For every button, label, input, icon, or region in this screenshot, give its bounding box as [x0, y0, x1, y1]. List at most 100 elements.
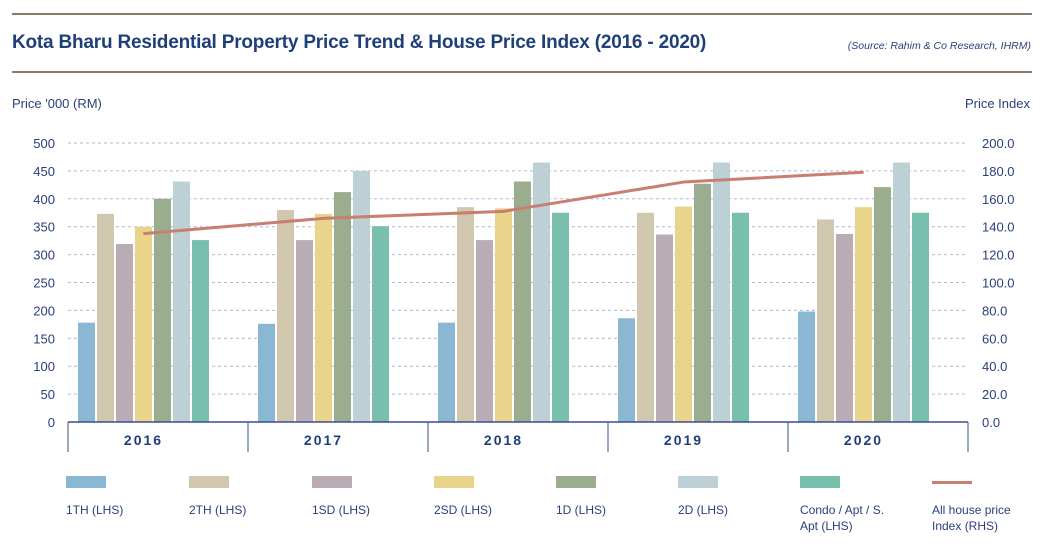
- bar-2019-6: [713, 162, 730, 422]
- top-rule: [12, 13, 1032, 15]
- right-tick-label: 140.0: [982, 220, 1015, 235]
- bar-2019-4: [675, 206, 692, 422]
- left-tick-label: 450: [33, 164, 55, 179]
- legend-item: 2D (LHS): [678, 476, 788, 518]
- left-tick-label: 200: [33, 303, 55, 318]
- legend-label: 2TH (LHS): [189, 503, 247, 517]
- legend-label: All house price Index (RHS): [932, 503, 1011, 533]
- bar-2020-6: [893, 162, 910, 422]
- right-tick-label: 80.0: [982, 303, 1007, 318]
- bar-2020-2: [817, 219, 834, 422]
- chart-canvas: 0 50 100 150 200 250 300 350 400 450 500 0.0 20.0 40…: [12, 96, 1031, 452]
- bar-2018-2: [457, 207, 474, 422]
- bar-2016-5: [154, 198, 171, 422]
- x-tick-label: 2019: [664, 432, 703, 448]
- bar-2019-2: [637, 212, 654, 422]
- bar-2020-1: [798, 311, 815, 422]
- legend-swatch: [678, 476, 718, 488]
- bar-2018-7: [552, 212, 569, 422]
- legend-swatch: [189, 476, 229, 488]
- left-tick-label: 150: [33, 331, 55, 346]
- bars: [78, 162, 929, 422]
- legend-item: Condo / Apt / S. Apt (LHS): [800, 476, 910, 534]
- bar-2016-1: [78, 322, 95, 422]
- index-line: [143, 170, 864, 236]
- x-tick-label: 2017: [304, 432, 343, 448]
- bar-2020-4: [855, 207, 872, 422]
- bar-2019-1: [618, 318, 635, 422]
- bar-2020-3: [836, 233, 853, 422]
- index-line-point: [863, 171, 864, 173]
- legend-item: 1SD (LHS): [312, 476, 422, 518]
- bar-2019-7: [732, 212, 749, 422]
- bar-2016-6: [173, 181, 190, 422]
- header-rule: [12, 71, 1032, 73]
- left-axis-label: Price '000 (RM): [12, 96, 102, 111]
- right-tick-label: 200.0: [982, 136, 1015, 151]
- x-tick-label: 2018: [484, 432, 523, 448]
- bar-2018-1: [438, 322, 455, 422]
- right-tick-label: 60.0: [982, 331, 1007, 346]
- legend-item: All house price Index (RHS): [932, 476, 1042, 534]
- bar-2017-3: [296, 240, 313, 422]
- chart-source: (Source: Rahim & Co Research, IHRM): [847, 40, 1031, 52]
- left-tick-label: 100: [33, 359, 55, 374]
- left-tick-label: 250: [33, 276, 55, 291]
- legend-item: 2TH (LHS): [189, 476, 299, 518]
- right-axis-ticks: 0.0 20.0 40.0 60.0 80.0 100.0 120.0 140.0 160.0 1…: [982, 136, 1015, 430]
- right-tick-label: 20.0: [982, 387, 1007, 402]
- bar-2018-6: [533, 162, 550, 422]
- index-line-point: [143, 233, 144, 235]
- left-tick-label: 0: [48, 415, 55, 430]
- legend-swatch: [800, 476, 840, 488]
- legend-label: 2D (LHS): [678, 503, 729, 517]
- right-tick-label: 0.0: [982, 415, 1000, 430]
- legend-swatch: [66, 476, 106, 488]
- legend-item: 1TH (LHS): [66, 476, 176, 518]
- legend-label: Condo / Apt / S. Apt (LHS): [800, 503, 885, 533]
- chart-title: Kota Bharu Residential Property Price Tr…: [12, 32, 707, 53]
- bar-2018-3: [476, 240, 493, 422]
- left-tick-label: 50: [41, 387, 55, 402]
- legend-label: 1SD (LHS): [312, 503, 371, 517]
- left-tick-label: 300: [33, 248, 55, 263]
- legend-swatch: [556, 476, 596, 488]
- right-tick-label: 40.0: [982, 359, 1007, 374]
- bar-2016-3: [116, 243, 133, 422]
- left-tick-label: 500: [33, 136, 55, 151]
- right-tick-label: 120.0: [982, 248, 1015, 263]
- x-tick-label: 2016: [124, 432, 163, 448]
- index-line-point: [323, 217, 324, 219]
- bar-2017-4: [315, 213, 332, 422]
- right-tick-label: 180.0: [982, 164, 1015, 179]
- bar-2016-4: [135, 226, 152, 422]
- bar-2016-2: [97, 213, 114, 422]
- x-axis: 2016 2017 2018 2019 2020: [67, 421, 969, 452]
- right-tick-label: 160.0: [982, 192, 1015, 207]
- bar-2017-2: [277, 209, 294, 422]
- left-axis-ticks: 0 50 100 150 200 250 300 350 400 450 500: [33, 136, 55, 430]
- legend-label: 2SD (LHS): [434, 503, 493, 517]
- legend-swatch: [932, 481, 972, 484]
- legend-swatch: [312, 476, 352, 488]
- bar-2017-5: [334, 192, 351, 422]
- legend-label: 1D (LHS): [556, 503, 607, 517]
- bar-2019-5: [694, 183, 711, 422]
- index-line-point: [683, 181, 684, 183]
- bar-2020-5: [874, 187, 891, 422]
- right-axis-label: Price Index: [965, 96, 1031, 111]
- bar-2017-6: [353, 170, 370, 422]
- bar-2017-1: [258, 323, 275, 422]
- legend-item: 1D (LHS): [556, 476, 666, 518]
- left-tick-label: 400: [33, 192, 55, 207]
- x-tick-label: 2020: [844, 432, 883, 448]
- legend-swatch: [434, 476, 474, 488]
- left-tick-label: 350: [33, 220, 55, 235]
- legend-item: 2SD (LHS): [434, 476, 544, 518]
- bar-2018-5: [514, 181, 531, 422]
- legend-label: 1TH (LHS): [66, 503, 124, 517]
- right-tick-label: 100.0: [982, 276, 1015, 291]
- index-line-point: [503, 210, 504, 212]
- bar-2017-7: [372, 226, 389, 422]
- bar-2020-7: [912, 212, 929, 422]
